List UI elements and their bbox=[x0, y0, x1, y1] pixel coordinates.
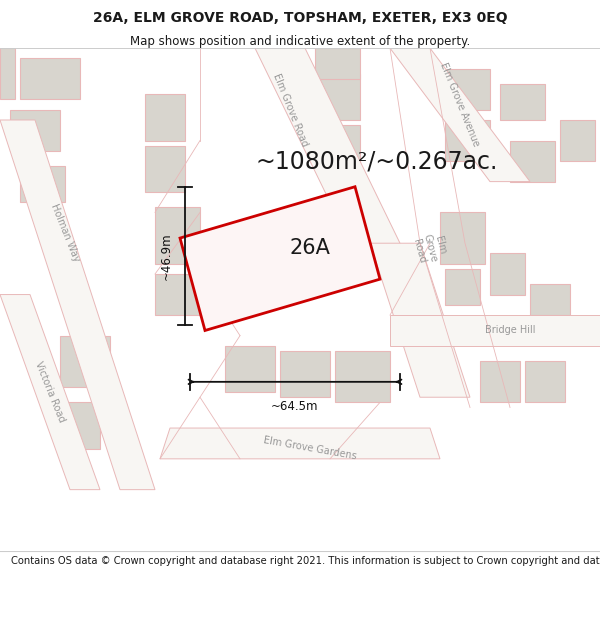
Polygon shape bbox=[10, 110, 60, 151]
Polygon shape bbox=[480, 361, 520, 403]
Polygon shape bbox=[390, 315, 600, 346]
Text: Bridge Hill: Bridge Hill bbox=[485, 326, 535, 336]
Polygon shape bbox=[225, 346, 275, 392]
Text: Elm Grove Avenue: Elm Grove Avenue bbox=[439, 61, 481, 148]
Text: 26A, ELM GROVE ROAD, TOPSHAM, EXETER, EX3 0EQ: 26A, ELM GROVE ROAD, TOPSHAM, EXETER, EX… bbox=[92, 11, 508, 24]
Polygon shape bbox=[280, 351, 330, 398]
Polygon shape bbox=[500, 84, 545, 120]
Polygon shape bbox=[145, 146, 185, 192]
Polygon shape bbox=[315, 48, 360, 79]
Text: ~46.9m: ~46.9m bbox=[160, 232, 173, 280]
Polygon shape bbox=[180, 187, 380, 331]
Polygon shape bbox=[0, 120, 155, 489]
Polygon shape bbox=[60, 402, 100, 449]
Text: Elm Grove Gardens: Elm Grove Gardens bbox=[263, 436, 358, 462]
Polygon shape bbox=[255, 48, 405, 254]
Polygon shape bbox=[335, 351, 390, 403]
Polygon shape bbox=[60, 336, 110, 387]
Polygon shape bbox=[445, 120, 490, 161]
Polygon shape bbox=[155, 208, 200, 264]
Polygon shape bbox=[20, 58, 80, 99]
Polygon shape bbox=[315, 74, 360, 120]
Text: Victoria Road: Victoria Road bbox=[33, 360, 67, 424]
Polygon shape bbox=[370, 243, 470, 398]
Polygon shape bbox=[0, 48, 15, 99]
Text: Map shows position and indicative extent of the property.: Map shows position and indicative extent… bbox=[130, 34, 470, 48]
Text: Elm
Grove
Road: Elm Grove Road bbox=[411, 231, 449, 266]
Polygon shape bbox=[315, 125, 360, 166]
Polygon shape bbox=[530, 284, 570, 315]
Polygon shape bbox=[445, 69, 490, 110]
Text: 26A: 26A bbox=[290, 238, 331, 258]
Polygon shape bbox=[160, 428, 440, 459]
Text: Holman Way: Holman Way bbox=[49, 202, 81, 263]
Polygon shape bbox=[510, 141, 555, 182]
Polygon shape bbox=[525, 361, 565, 403]
Polygon shape bbox=[445, 269, 480, 305]
Text: Contains OS data © Crown copyright and database right 2021. This information is : Contains OS data © Crown copyright and d… bbox=[11, 556, 600, 566]
Text: Elm Grove Road: Elm Grove Road bbox=[271, 72, 309, 148]
Polygon shape bbox=[145, 94, 185, 141]
Text: ~1080m²/~0.267ac.: ~1080m²/~0.267ac. bbox=[255, 149, 497, 173]
Polygon shape bbox=[560, 120, 595, 161]
Polygon shape bbox=[440, 213, 485, 264]
Polygon shape bbox=[390, 48, 530, 182]
Text: ~64.5m: ~64.5m bbox=[271, 400, 319, 413]
Polygon shape bbox=[490, 254, 525, 294]
Polygon shape bbox=[20, 166, 65, 202]
Polygon shape bbox=[0, 294, 100, 489]
Polygon shape bbox=[155, 274, 200, 315]
